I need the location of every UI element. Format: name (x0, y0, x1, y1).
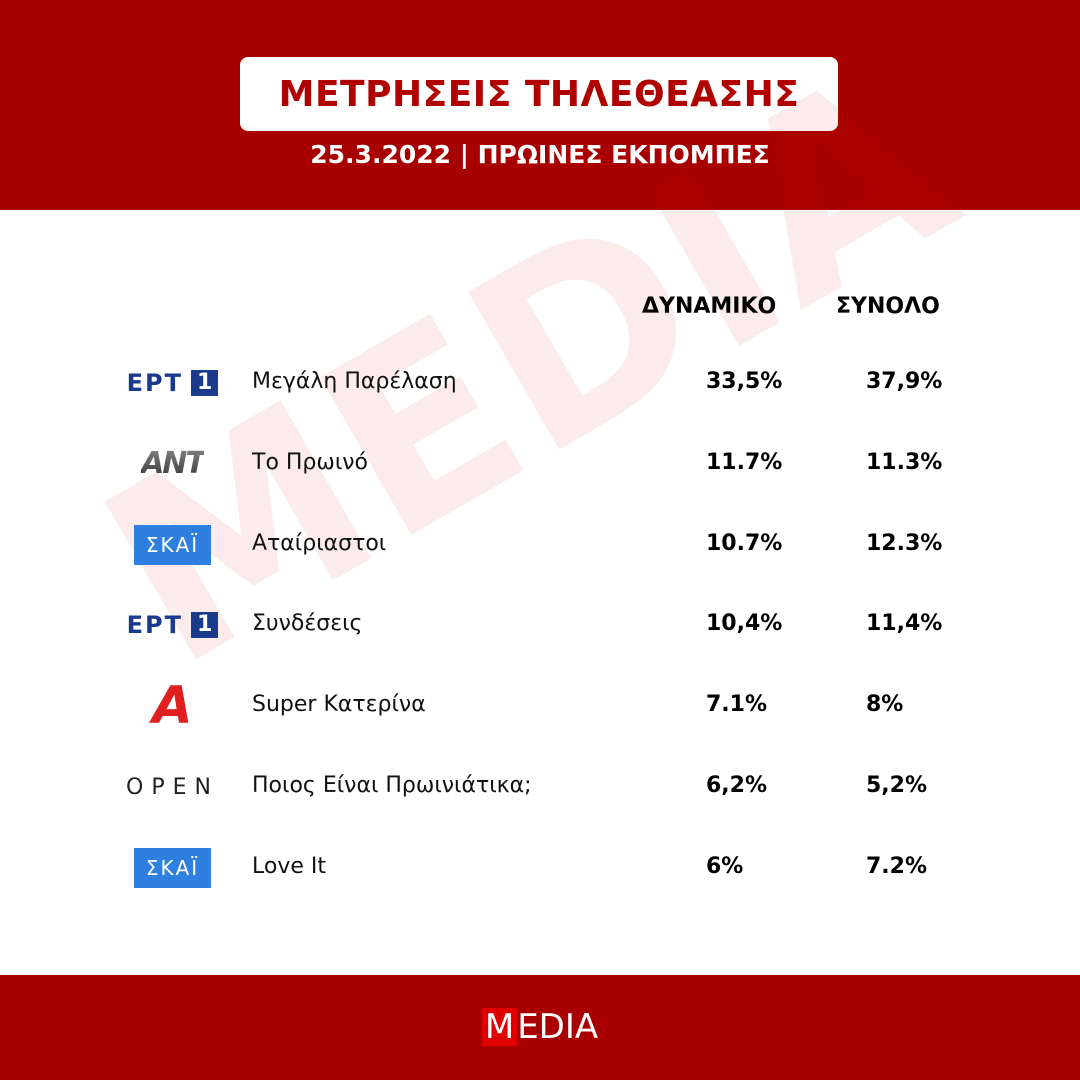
rating: 11.7% (706, 449, 783, 475)
logo-text: ANT (141, 446, 206, 482)
column-header: ΣΥΝΟΛΟ (836, 294, 940, 319)
channel-logo: ΕΡΤ 1 (120, 363, 225, 403)
footer-logo: M EDIA (0, 1008, 1080, 1046)
logo-text: A (152, 676, 193, 737)
rating: 11.3% (866, 449, 943, 475)
title-box: ΜΕΤΡΗΣΕΙΣ ΤΗΛΕΘΕΑΣΗΣ (240, 57, 838, 131)
channel-logo: ΣΚΑΪ (120, 847, 225, 888)
channel-logo: A (120, 676, 225, 736)
rating: 7.2% (866, 853, 928, 879)
show-name: Ποιος Είναι Πρωινιάτικα; (252, 773, 532, 798)
column-header: ΔΥΝΑΜΙΚΟ (642, 294, 777, 319)
logo-text: ΣΚΑΪ (133, 524, 212, 565)
rating: 7.1% (706, 692, 768, 718)
rating: 6% (706, 853, 744, 879)
rating: 5,2% (866, 773, 928, 798)
show-name: Συνδέσεις (252, 611, 363, 637)
channel-logo: ΣΚΑΪ (120, 524, 225, 565)
channel-logo: OPEN (120, 767, 225, 807)
show-name: Μεγάλη Παρέλαση (252, 369, 457, 394)
footer-band (0, 975, 1080, 1080)
footer-text: EDIA (517, 1007, 599, 1047)
title: ΜΕΤΡΗΣΕΙΣ ΤΗΛΕΘΕΑΣΗΣ (278, 73, 800, 115)
channel-logo: ΕΡΤ 1 (120, 605, 225, 645)
logo-badge: 1 (191, 370, 219, 396)
rating: 6,2% (706, 773, 768, 798)
rating: 11,4% (866, 611, 943, 637)
logo-text: ΣΚΑΪ (133, 847, 212, 888)
subtitle: 25.3.2022 | ΠΡΩΙΝΕΣ ΕΚΠΟΜΠΕΣ (310, 140, 770, 169)
logo-text: ΕΡΤ (126, 369, 184, 397)
show-name: Super Κατερίνα (252, 692, 426, 718)
rating: 12.3% (866, 530, 943, 556)
logo-badge: 1 (191, 612, 219, 639)
rating: 8% (866, 692, 904, 718)
rating: 10.7% (706, 530, 783, 556)
show-name: Love It (252, 853, 326, 879)
rating: 37,9% (866, 369, 943, 394)
footer-mark: M (481, 1008, 518, 1046)
rating: 33,5% (706, 369, 783, 394)
channel-logo: ANT (120, 444, 225, 484)
rating: 10,4% (706, 611, 783, 637)
logo-text: OPEN (126, 774, 219, 800)
show-name: Αταίριαστοι (252, 530, 387, 556)
show-name: Το Πρωινό (252, 449, 369, 475)
logo-text: ΕΡΤ (126, 611, 184, 640)
